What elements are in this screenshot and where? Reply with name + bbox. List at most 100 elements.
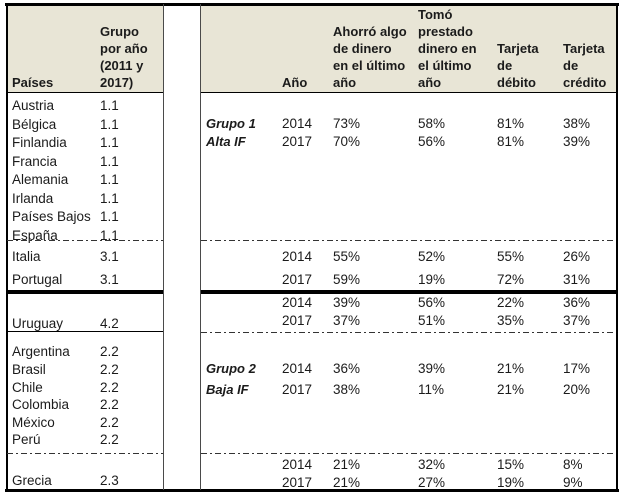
debit-cell: 81%	[497, 134, 525, 149]
right-header-underline	[201, 92, 616, 93]
country-name: Italia	[12, 249, 41, 264]
borrowed-cell: 11%	[418, 382, 445, 397]
country-group-value: 2.2	[100, 344, 119, 359]
col-header-ano: Año	[282, 75, 308, 90]
divider-uruguay-right	[201, 332, 616, 333]
table-row: 2017 59% 19% 72% 31%	[0, 271, 624, 289]
divider-espana-italia-right	[201, 240, 616, 241]
country-name: Finlandia	[12, 135, 67, 150]
country-group-value: 4.2	[100, 316, 119, 331]
year-cell: 2014	[282, 361, 313, 376]
country-group-value: 2.3	[100, 473, 119, 488]
table-row: Alta IF 2017 70% 56% 81% 39%	[0, 133, 624, 151]
country-group-value: 1.1	[100, 209, 119, 224]
table-row: 2014 39% 56% 22% 36%	[0, 294, 624, 312]
country-group-value: 2.2	[100, 397, 119, 412]
country-name: Colombia	[12, 397, 70, 412]
col-header-paises: Países	[12, 75, 54, 90]
country-row: Colombia 2.2	[0, 396, 200, 414]
country-row: Bélgica 1.1	[0, 116, 200, 134]
table-row: 2014 55% 52% 55% 26%	[0, 248, 624, 266]
country-name: Chile	[12, 380, 43, 395]
borrowed-cell: 56%	[418, 295, 446, 310]
debit-cell: 55%	[497, 249, 525, 264]
divider-uruguay-left	[7, 331, 163, 332]
country-row: Francia 1.1	[0, 153, 200, 171]
debit-cell: 21%	[497, 382, 525, 397]
borrowed-cell: 56%	[418, 134, 446, 149]
right-header-background	[201, 6, 616, 92]
divider-peru-grecia-right	[201, 453, 616, 454]
country-name: Países Bajos	[12, 209, 91, 224]
borrowed-cell: 52%	[418, 249, 446, 264]
saved-cell: 73%	[333, 116, 361, 131]
debit-cell: 72%	[497, 272, 525, 287]
saved-cell: 38%	[333, 382, 361, 397]
divider-espana-italia-left	[7, 240, 163, 241]
country-row: Finlandia 1.1	[0, 134, 200, 152]
country-name: Irlanda	[12, 191, 54, 206]
col-header-tomo: Tomó prestado dinero en el último año	[418, 7, 477, 90]
credit-cell: 39%	[563, 134, 591, 149]
left-header-background	[8, 6, 163, 92]
saved-cell: 21%	[333, 475, 361, 490]
saved-cell: 55%	[333, 249, 361, 264]
country-row: Brasil 2.2	[0, 361, 200, 379]
borrowed-cell: 51%	[418, 313, 446, 328]
table-row: 2017 37% 51% 35% 37%	[0, 312, 624, 330]
country-row: Argentina 2.2	[0, 343, 200, 361]
year-cell: 2017	[282, 134, 313, 149]
col-header-grupo: Grupo por año (2011 y 2017)	[100, 24, 148, 90]
country-name: Argentina	[12, 344, 70, 359]
borrowed-cell: 32%	[418, 457, 446, 472]
saved-cell: 59%	[333, 272, 361, 287]
debit-cell: 19%	[497, 475, 525, 490]
credit-cell: 17%	[563, 361, 591, 376]
country-name: Austria	[12, 98, 55, 113]
credit-cell: 36%	[563, 295, 591, 310]
credit-cell: 20%	[563, 382, 591, 397]
country-row: Austria 1.1	[0, 97, 200, 115]
country-row: Perú 2.2	[0, 431, 200, 449]
year-cell: 2014	[282, 457, 313, 472]
credit-cell: 37%	[563, 313, 591, 328]
debit-cell: 21%	[497, 361, 525, 376]
country-group-value: 2.2	[100, 362, 119, 377]
saved-cell: 21%	[333, 457, 361, 472]
saved-cell: 39%	[333, 295, 361, 310]
saved-cell: 36%	[333, 361, 361, 376]
left-panel-right-divider	[163, 4, 164, 490]
year-cell: 2017	[282, 475, 313, 490]
country-row: España 1.1	[0, 227, 200, 245]
year-cell: 2017	[282, 382, 313, 397]
country-row: Uruguay 4.2	[0, 315, 200, 333]
right-panel-left-divider	[200, 4, 201, 490]
year-cell: 2017	[282, 272, 313, 287]
country-group-value: 2.2	[100, 415, 119, 430]
table-row: 2017 21% 27% 19% 9%	[0, 474, 624, 492]
country-group-value: 1.1	[100, 98, 119, 113]
divider-peru-grecia-left	[7, 453, 163, 454]
year-cell: 2014	[282, 249, 313, 264]
country-row: Italia 3.1	[0, 248, 200, 266]
saved-cell: 37%	[333, 313, 361, 328]
group-label: Baja IF	[206, 382, 249, 397]
country-name: Brasil	[12, 362, 46, 377]
group-label: Grupo 2	[206, 361, 256, 376]
country-group-value: 2.2	[100, 432, 119, 447]
saved-cell: 70%	[333, 134, 361, 149]
left-header-underline	[7, 92, 163, 93]
country-name: Francia	[12, 154, 58, 169]
year-cell: 2014	[282, 295, 313, 310]
divider-group1-group2-right	[201, 290, 616, 294]
credit-cell: 31%	[563, 272, 591, 287]
divider-group1-group2-left	[7, 290, 163, 294]
credit-cell: 26%	[563, 249, 591, 264]
borrowed-cell: 58%	[418, 116, 446, 131]
country-name: Portugal	[12, 272, 63, 287]
col-header-ahorro: Ahorró algo de dinero en el último año	[333, 24, 407, 90]
country-group-value: 1.1	[100, 117, 119, 132]
country-row: México 2.2	[0, 414, 200, 432]
col-header-debito: Tarjeta de débito	[497, 41, 539, 90]
